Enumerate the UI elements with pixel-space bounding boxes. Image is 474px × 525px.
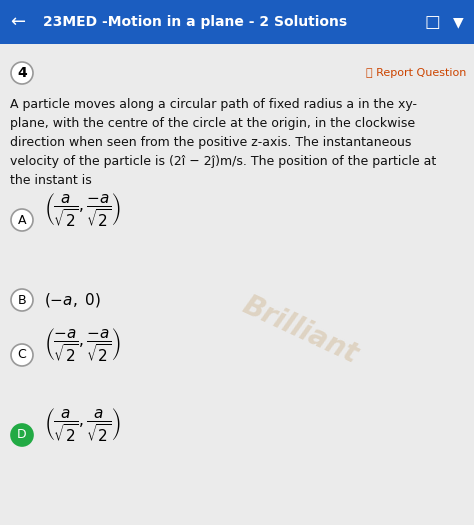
Text: $\left(\dfrac{a}{\sqrt{2}},\dfrac{-a}{\sqrt{2}}\right)$: $\left(\dfrac{a}{\sqrt{2}},\dfrac{-a}{\s… (44, 192, 121, 228)
Bar (0, 0, 474, 44)
Text: ⓘ Report Question: ⓘ Report Question (365, 68, 466, 78)
Text: B: B (18, 293, 27, 307)
Text: $(-a,\ 0)$: $(-a,\ 0)$ (44, 291, 101, 309)
Text: A particle moves along a circular path of fixed radius a in the xy-: A particle moves along a circular path o… (10, 98, 417, 111)
Text: 23MED -Motion in a plane - 2 Solutions: 23MED -Motion in a plane - 2 Solutions (43, 15, 347, 29)
Text: $\left(\dfrac{a}{\sqrt{2}},\dfrac{a}{\sqrt{2}}\right)$: $\left(\dfrac{a}{\sqrt{2}},\dfrac{a}{\sq… (44, 406, 121, 444)
Circle shape (11, 344, 33, 366)
Text: D: D (17, 428, 27, 442)
Circle shape (11, 62, 33, 84)
Text: C: C (18, 349, 27, 362)
Text: the instant is: the instant is (10, 174, 92, 187)
Text: □: □ (424, 13, 440, 31)
Circle shape (11, 289, 33, 311)
Text: direction when seen from the positive z-axis. The instantaneous: direction when seen from the positive z-… (10, 136, 411, 149)
Circle shape (11, 209, 33, 231)
Text: 4: 4 (17, 66, 27, 80)
Text: ▼: ▼ (453, 15, 463, 29)
Circle shape (11, 424, 33, 446)
Text: Brilliant: Brilliant (237, 291, 362, 369)
Text: velocity of the particle is (2î − 2ĵ)m/s. The position of the particle at: velocity of the particle is (2î − 2ĵ)m/s… (10, 155, 436, 168)
Text: plane, with the centre of the circle at the origin, in the clockwise: plane, with the centre of the circle at … (10, 117, 415, 130)
Text: ←: ← (10, 13, 26, 31)
Text: $\left(\dfrac{-a}{\sqrt{2}},\dfrac{-a}{\sqrt{2}}\right)$: $\left(\dfrac{-a}{\sqrt{2}},\dfrac{-a}{\… (44, 327, 121, 363)
Text: A: A (18, 214, 26, 226)
